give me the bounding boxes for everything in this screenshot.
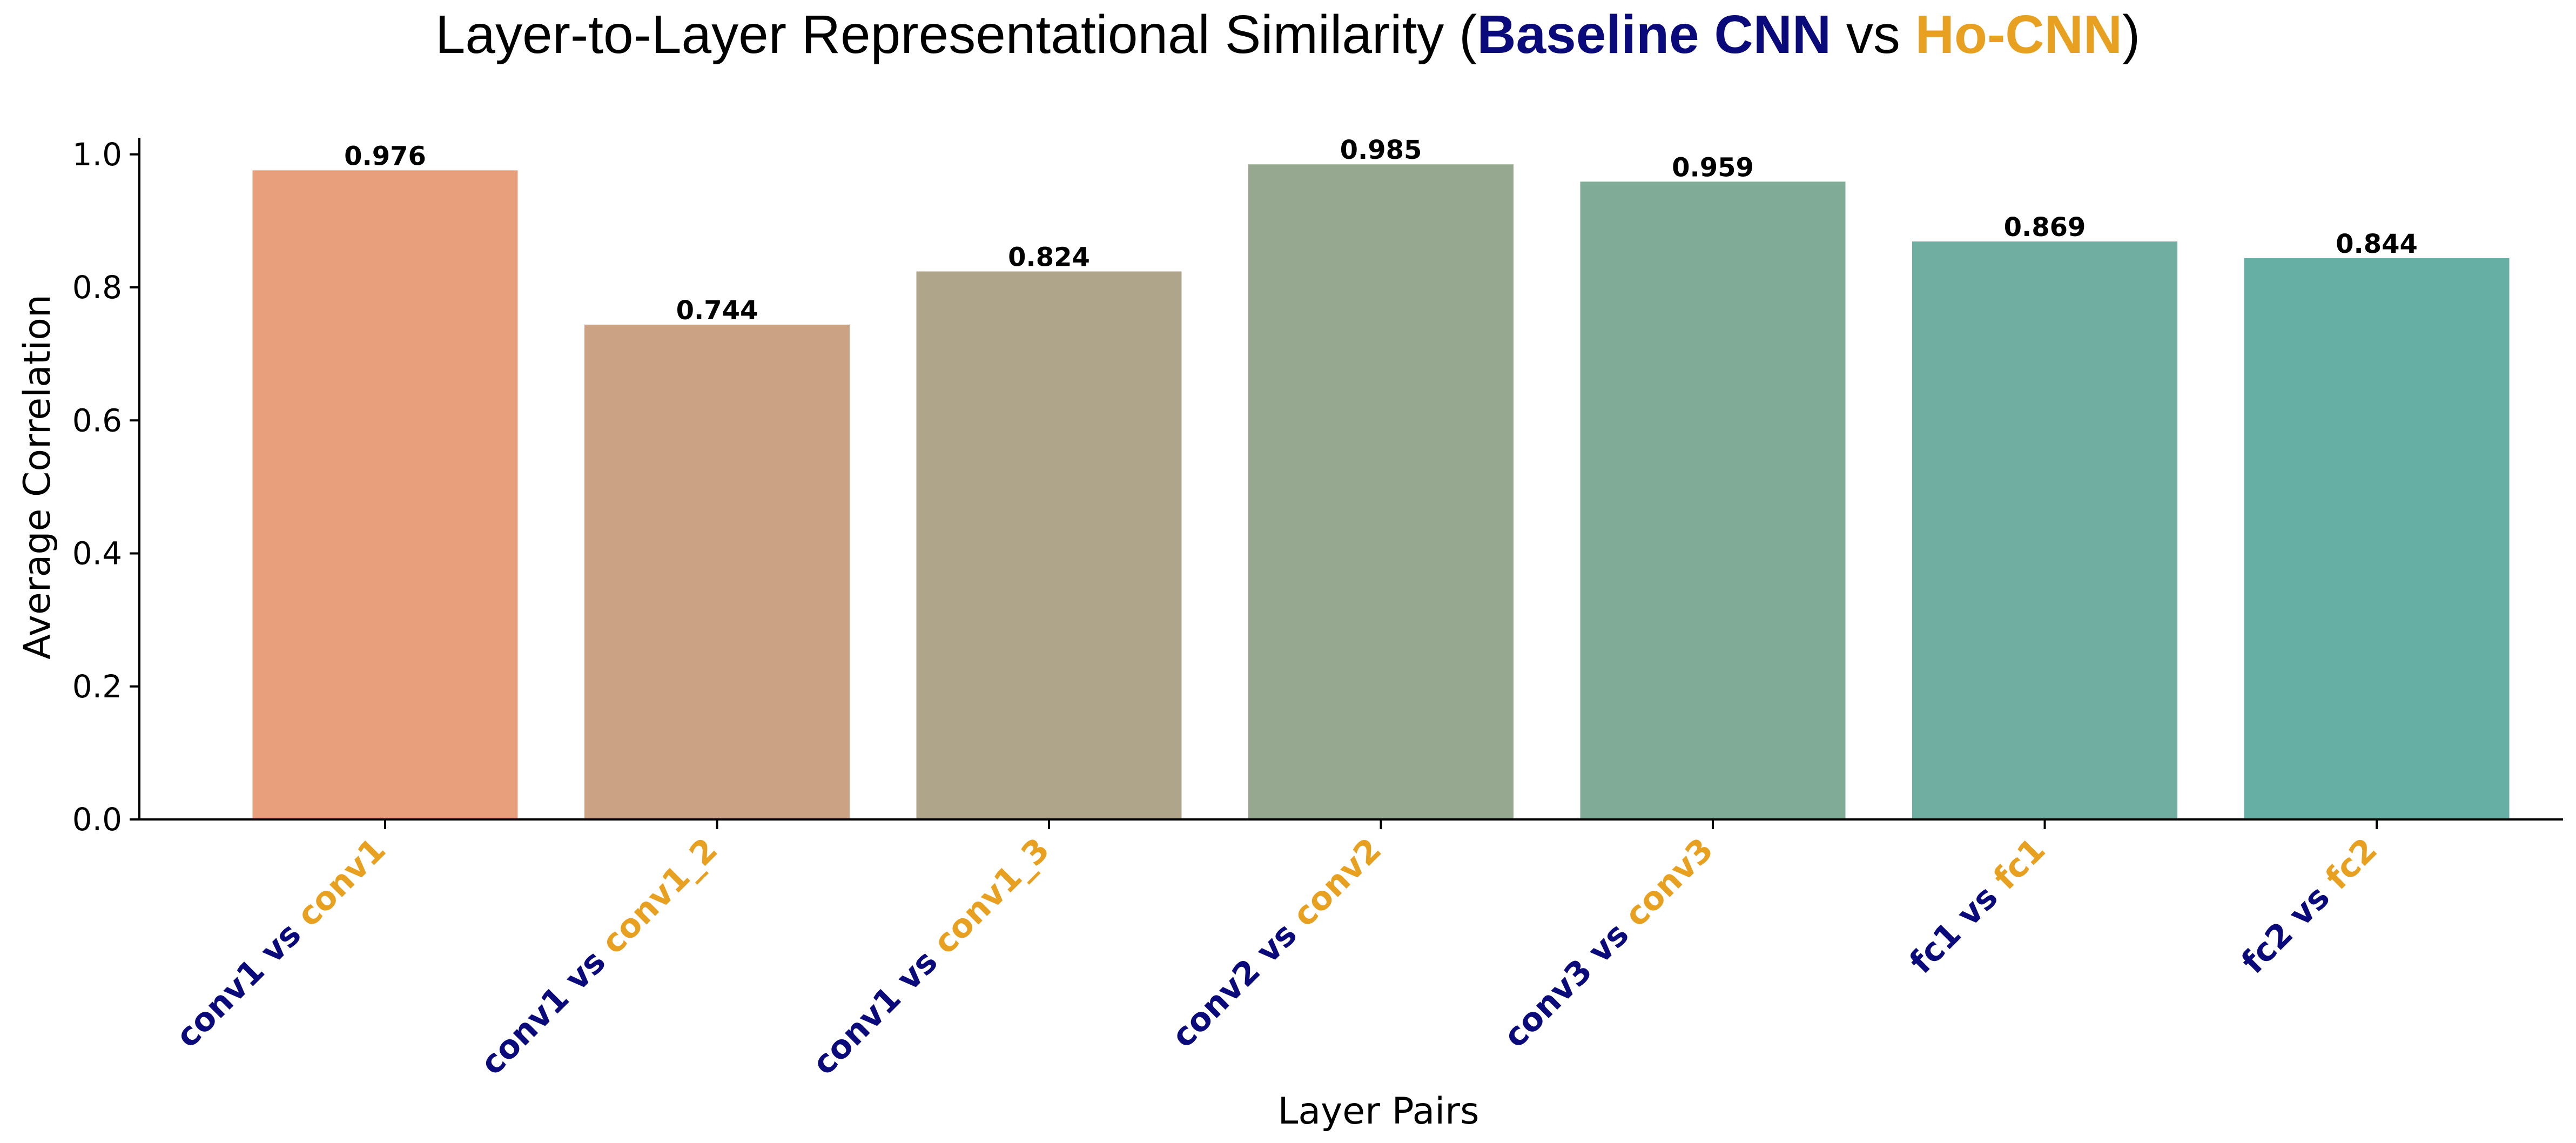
chart-title: Layer-to-Layer Representational Similari… — [435, 4, 2141, 65]
data-label: 0.959 — [1672, 152, 1754, 183]
y-tick-label: 0.6 — [72, 402, 122, 439]
bar — [916, 271, 1182, 820]
y-tick-label: 0.2 — [72, 668, 122, 705]
y-tick-label: 0.4 — [72, 535, 122, 572]
title-prefix: Layer-to-Layer Representational Similari… — [435, 4, 1477, 65]
x-tick-label: fc2 vs fc2 — [2234, 831, 2384, 981]
x-tick-label: conv1 vs conv1 — [169, 831, 393, 1055]
bar — [1912, 241, 2177, 819]
y-tick-label: 1.0 — [72, 136, 122, 173]
data-label: 0.844 — [2336, 229, 2418, 259]
title-ho-cnn: Ho-CNN — [1915, 4, 2122, 65]
x-axis-label: Layer Pairs — [1277, 1090, 1479, 1133]
y-tick-label: 0.8 — [72, 269, 122, 306]
data-label: 0.869 — [2004, 212, 2086, 243]
x-tick-label: conv1 vs conv1_2 — [473, 831, 725, 1083]
y-axis-label: Average Correlation — [16, 294, 59, 660]
data-label: 0.744 — [676, 295, 758, 326]
title-baseline-cnn: Baseline CNN — [1477, 4, 1831, 65]
data-label: 0.976 — [344, 141, 426, 171]
bar — [1580, 181, 1846, 819]
x-tick-label: conv1 vs conv1_3 — [805, 831, 1057, 1083]
title-suffix: ) — [2122, 4, 2140, 65]
data-label: 0.985 — [1340, 135, 1422, 165]
y-tick-label: 0.0 — [72, 801, 122, 838]
data-label: 0.824 — [1008, 242, 1090, 272]
bar — [1248, 164, 1514, 819]
plot-area: 0.976 conv1 vs conv1 0.744 conv1 vs conv1_2… — [72, 135, 2563, 1083]
x-tick-label: fc1 vs fc1 — [1902, 831, 2053, 981]
bar — [584, 324, 850, 819]
title-connector: vs — [1831, 4, 1915, 65]
bar — [252, 170, 518, 820]
x-tick-label: conv3 vs conv3 — [1496, 831, 1720, 1055]
bar — [2244, 258, 2510, 820]
x-tick-label: conv2 vs conv2 — [1165, 831, 1389, 1055]
